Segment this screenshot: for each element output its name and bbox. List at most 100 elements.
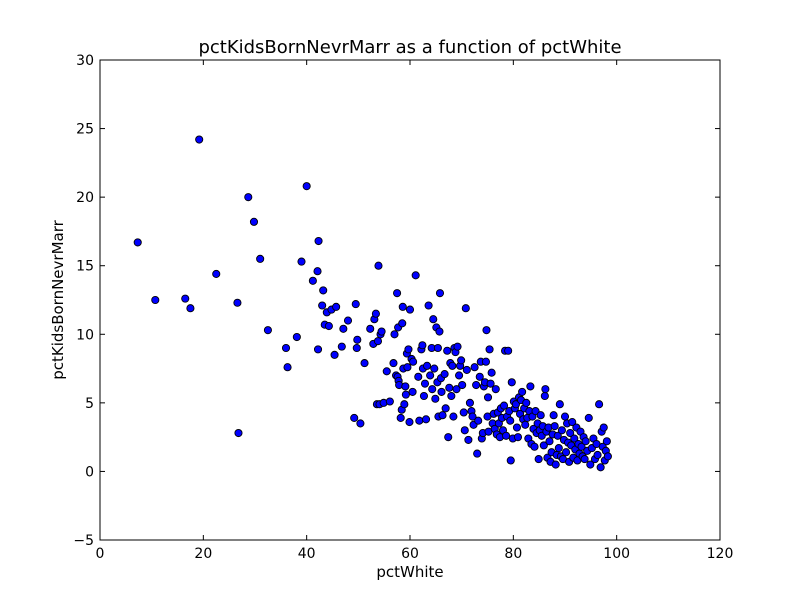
- data-point: [421, 415, 431, 424]
- data-point: [553, 431, 562, 440]
- data-point: [549, 411, 558, 420]
- data-point: [415, 416, 424, 425]
- data-point: [534, 455, 543, 464]
- data-point: [337, 342, 346, 351]
- data-point: [530, 442, 539, 451]
- data-point: [507, 378, 516, 387]
- data-point: [472, 380, 481, 390]
- data-point: [443, 346, 452, 355]
- data-point: [557, 426, 566, 435]
- data-point: [409, 357, 418, 366]
- data-point: [460, 426, 469, 435]
- x-tick-label: 20: [194, 546, 212, 562]
- data-point: [350, 413, 359, 422]
- data-point: [377, 327, 386, 336]
- data-point: [459, 408, 468, 417]
- data-point: [393, 289, 402, 298]
- data-point: [351, 300, 360, 309]
- data-point: [437, 387, 446, 396]
- data-point: [360, 359, 369, 368]
- data-point: [314, 236, 323, 246]
- data-point: [502, 431, 511, 440]
- data-point: [297, 257, 306, 266]
- data-point: [487, 368, 496, 377]
- data-point: [512, 423, 522, 432]
- data-point: [332, 302, 341, 311]
- y-tick-label: 15: [76, 259, 94, 275]
- data-point: [475, 372, 484, 381]
- x-tick-label: 40: [298, 546, 316, 562]
- data-point: [438, 411, 447, 420]
- data-point: [551, 460, 560, 469]
- data-point: [283, 363, 292, 372]
- y-tick-label: 10: [76, 327, 94, 343]
- data-point: [580, 455, 589, 464]
- data-point: [468, 412, 477, 421]
- data-point: [599, 423, 608, 432]
- data-point: [540, 391, 549, 401]
- data-point: [539, 441, 548, 450]
- data-point: [596, 463, 605, 472]
- data-point: [481, 357, 491, 366]
- plot-area: [100, 60, 720, 540]
- data-point: [473, 449, 482, 458]
- data-point: [330, 350, 339, 359]
- data-point: [570, 434, 579, 443]
- data-point: [462, 365, 471, 374]
- data-point: [234, 428, 243, 438]
- data-point: [411, 271, 420, 280]
- x-axis-label: pctWhite: [376, 563, 443, 581]
- data-point: [531, 407, 540, 416]
- data-point: [447, 391, 456, 401]
- chart-title: pctKidsBornNevrMarr as a function of pct…: [198, 37, 621, 58]
- data-point: [404, 345, 413, 354]
- data-point: [453, 342, 462, 351]
- data-point: [555, 400, 564, 409]
- data-point: [428, 385, 437, 394]
- data-point: [366, 324, 375, 333]
- data-point: [408, 387, 417, 396]
- data-point: [458, 380, 467, 390]
- data-point: [435, 327, 444, 336]
- data-point: [561, 448, 571, 457]
- data-point: [401, 382, 410, 391]
- data-point: [522, 398, 531, 407]
- data-point: [593, 450, 602, 460]
- data-point: [541, 385, 550, 394]
- data-point: [405, 418, 414, 427]
- data-point: [356, 419, 365, 428]
- data-point: [482, 326, 491, 335]
- y-tick-label: 25: [76, 122, 94, 138]
- data-point: [373, 337, 383, 346]
- data-point: [441, 404, 450, 413]
- data-point: [577, 442, 586, 451]
- data-point: [339, 324, 348, 333]
- data-point: [424, 301, 433, 310]
- data-point: [382, 367, 391, 376]
- data-point: [324, 322, 333, 331]
- data-point: [461, 304, 470, 313]
- data-point: [470, 363, 479, 372]
- y-tick-label: −5: [73, 533, 94, 549]
- data-point: [429, 315, 438, 324]
- data-point: [504, 346, 513, 355]
- y-tick-label: 30: [76, 53, 94, 69]
- y-tick-label: 0: [85, 464, 94, 480]
- data-point: [485, 345, 494, 354]
- data-point: [566, 428, 575, 438]
- data-point: [212, 269, 221, 278]
- data-point: [435, 289, 445, 298]
- data-point: [319, 286, 328, 295]
- data-point: [398, 319, 407, 328]
- data-point: [452, 385, 461, 394]
- data-point: [545, 437, 554, 446]
- data-point: [414, 372, 423, 381]
- data-point: [403, 363, 412, 372]
- data-point: [506, 456, 515, 465]
- data-point: [389, 359, 398, 368]
- data-point: [499, 401, 509, 410]
- data-point: [457, 356, 466, 365]
- data-point: [518, 387, 527, 396]
- data-point: [554, 444, 563, 453]
